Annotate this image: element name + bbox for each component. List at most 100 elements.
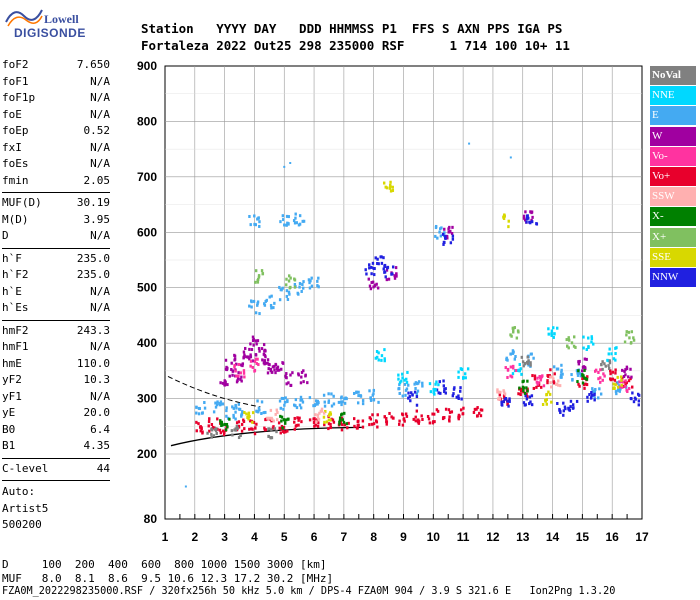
data-point	[552, 365, 556, 369]
data-point	[584, 382, 587, 386]
data-point	[524, 394, 527, 398]
muf-row: MUF 8.0 8.1 8.6 9.5 10.6 12.3 17.2 30.2 …	[2, 571, 334, 585]
data-point	[535, 385, 538, 389]
data-point	[252, 420, 256, 424]
param-name: foF2	[2, 58, 29, 71]
y-tick-label: 600	[137, 225, 157, 239]
data-point	[631, 385, 634, 389]
data-point	[280, 419, 283, 423]
data-point	[616, 385, 620, 389]
data-point	[373, 284, 377, 288]
data-point	[537, 383, 541, 387]
data-point	[210, 423, 214, 427]
data-point	[597, 396, 600, 400]
data-point	[437, 391, 440, 395]
data-point	[240, 379, 243, 383]
data-point	[519, 367, 522, 371]
data-point	[457, 417, 460, 421]
data-point	[531, 374, 534, 378]
data-point	[249, 353, 252, 357]
data-point	[407, 383, 410, 387]
data-point	[585, 357, 588, 361]
data-point	[443, 231, 446, 235]
data-point	[509, 365, 513, 369]
data-point	[377, 351, 380, 355]
x-tick-label: 4	[251, 530, 258, 544]
data-point	[614, 371, 617, 375]
data-point	[288, 292, 291, 296]
data-point	[618, 380, 621, 384]
data-point	[448, 410, 452, 414]
data-point	[563, 405, 567, 409]
data-point	[256, 357, 259, 361]
data-point	[263, 359, 266, 363]
ionospheric-parameters-panel: foF2 7.650 foF1 N/A foF1p N/A foE N/A foEp 0.52 fx…	[2, 58, 110, 484]
data-point	[552, 377, 555, 381]
data-point	[231, 369, 235, 373]
data-point	[402, 417, 405, 421]
data-point	[273, 368, 276, 372]
data-point	[283, 403, 286, 407]
data-point	[562, 401, 565, 405]
data-point	[546, 379, 549, 383]
data-point	[560, 368, 563, 372]
data-point	[593, 396, 596, 400]
param-value: 3.95	[83, 212, 111, 226]
data-point	[415, 409, 419, 413]
param-row: foE N/A	[2, 108, 110, 125]
data-point	[614, 358, 617, 362]
data-point	[212, 434, 216, 438]
data-point	[548, 392, 552, 396]
data-point	[558, 384, 562, 388]
data-point	[289, 285, 292, 289]
data-point	[578, 371, 581, 375]
data-point	[294, 404, 297, 408]
data-point	[237, 436, 241, 440]
data-point	[300, 289, 303, 293]
data-point	[263, 426, 266, 430]
data-point	[237, 363, 241, 367]
data-point	[435, 380, 438, 384]
data-point	[524, 210, 527, 214]
data-point	[520, 387, 523, 391]
data-point	[571, 403, 575, 407]
data-point	[285, 382, 288, 386]
legend-item: SSW	[650, 187, 696, 207]
data-point	[531, 215, 534, 219]
data-point	[580, 369, 584, 373]
data-point	[607, 366, 611, 370]
x-tick-label: 1	[162, 530, 169, 544]
data-point	[265, 298, 268, 302]
data-point	[443, 416, 446, 420]
param-value: 6.4	[90, 422, 110, 436]
data-point	[309, 279, 312, 283]
data-point	[329, 422, 332, 426]
data-point	[256, 399, 259, 403]
data-point	[632, 400, 636, 404]
data-point	[609, 372, 612, 376]
data-point	[578, 384, 581, 388]
data-point	[529, 363, 532, 367]
logo-brand-top: Lowell	[44, 12, 79, 26]
data-point	[393, 274, 396, 278]
data-point	[258, 224, 261, 228]
data-point	[327, 413, 331, 417]
data-point	[271, 365, 275, 369]
param-value: N/A	[90, 91, 110, 104]
y-tick-label: 80	[144, 512, 158, 526]
data-point	[242, 419, 246, 423]
param-row: h`F2 235.0	[2, 268, 110, 285]
data-point	[302, 286, 305, 290]
data-point	[368, 423, 371, 427]
data-point	[586, 395, 589, 399]
data-point	[284, 396, 287, 400]
data-point	[344, 396, 347, 400]
data-point	[329, 411, 332, 415]
data-point	[376, 261, 379, 265]
data-point	[282, 397, 285, 401]
data-point	[315, 418, 319, 422]
data-point	[526, 395, 529, 399]
data-point	[367, 277, 370, 281]
param-name: yE	[2, 406, 16, 419]
data-point	[250, 305, 253, 309]
